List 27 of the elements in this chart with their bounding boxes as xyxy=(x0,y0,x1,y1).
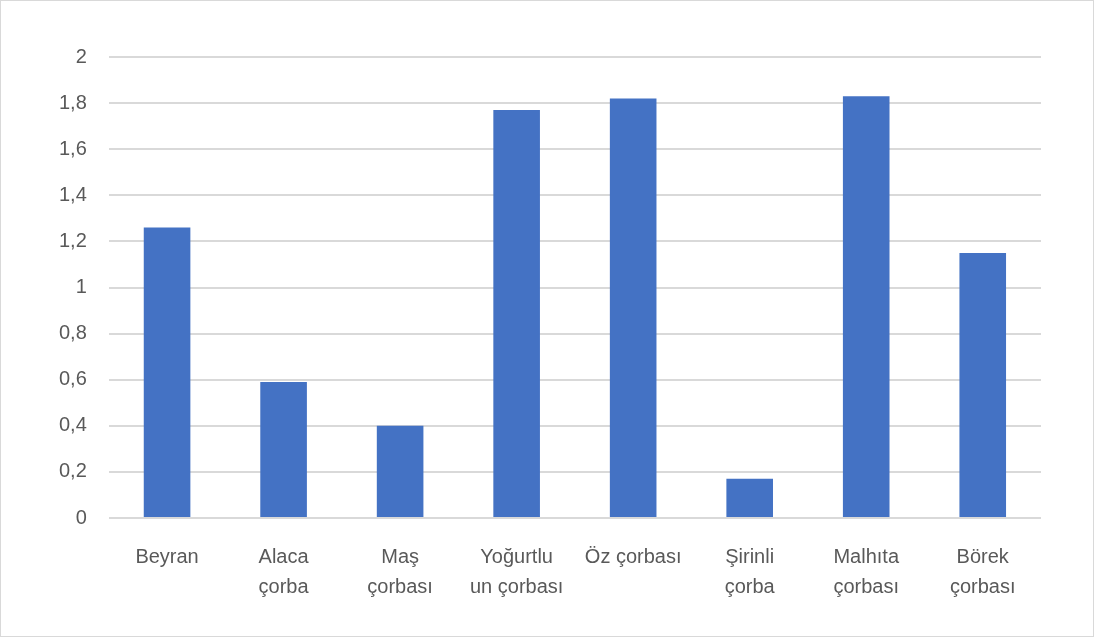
x-tick-label: Malhıta çorbası xyxy=(833,544,900,597)
y-tick-label: 1 xyxy=(75,275,87,298)
bar xyxy=(260,382,307,517)
y-tick-label: 1,2 xyxy=(58,228,87,251)
bar xyxy=(842,96,890,517)
y-tick-label: 2 xyxy=(75,44,87,67)
x-tick-label: Şirinli çorba xyxy=(724,544,776,597)
y-tick-label: 1,4 xyxy=(58,182,87,205)
y-tick-label: 0,2 xyxy=(58,459,87,482)
x-tick-label: Alaca çorba xyxy=(258,544,310,597)
bar xyxy=(376,425,424,517)
y-tick-label: 0 xyxy=(75,505,87,528)
y-tick-label: 1,8 xyxy=(58,90,87,113)
y-tick-label: 0,4 xyxy=(58,413,87,436)
y-tick-label: 0,8 xyxy=(58,321,87,344)
x-tick-label: Börek çorbası xyxy=(949,544,1016,597)
bar xyxy=(143,227,191,517)
x-tick-label: Maş çorbası xyxy=(367,544,433,597)
bar xyxy=(726,478,773,517)
bar xyxy=(493,110,540,517)
x-tick-label: Öz çorbası xyxy=(584,544,682,567)
y-tick-label: 0,6 xyxy=(58,367,87,390)
bar xyxy=(959,252,1007,517)
x-tick-label: Beyran xyxy=(135,544,199,567)
y-tick-label: 1,6 xyxy=(58,136,87,159)
x-tick-label: Yoğurtlu un çorbası xyxy=(469,544,564,597)
bar xyxy=(609,98,657,517)
